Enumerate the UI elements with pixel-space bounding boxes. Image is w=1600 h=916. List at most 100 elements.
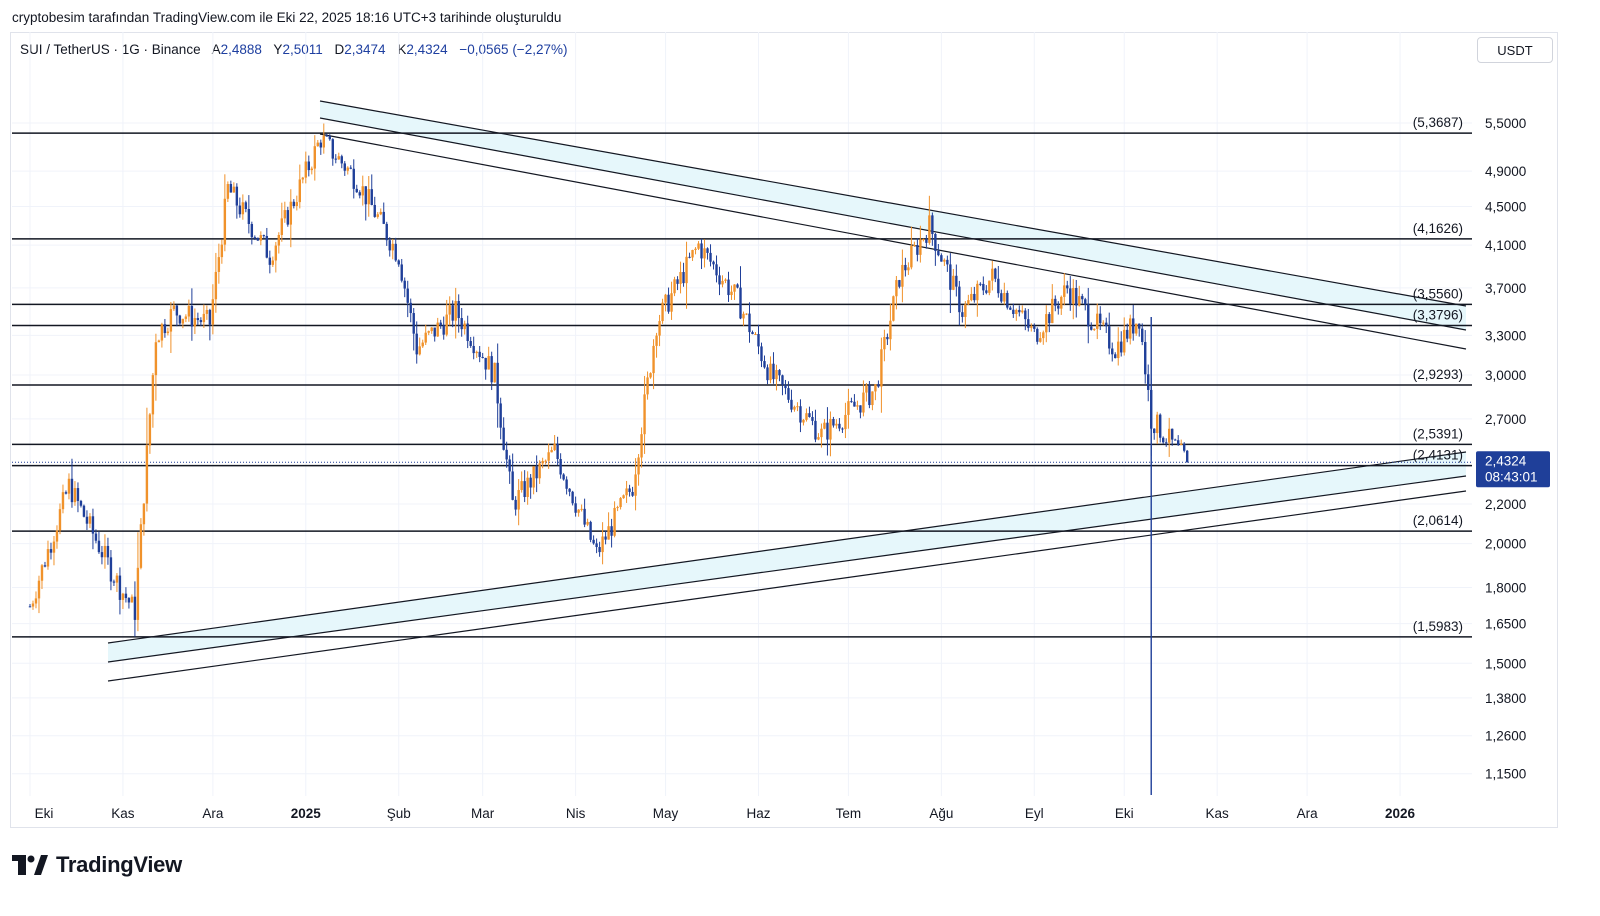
- candle-body: [694, 248, 697, 251]
- candle-body: [130, 596, 134, 603]
- candle-body: [934, 234, 937, 251]
- candle-body: [799, 406, 802, 423]
- candle-body: [487, 356, 490, 370]
- candle-body: [508, 459, 511, 472]
- y-tick-label: 2,7000: [1485, 412, 1526, 427]
- candle-body: [1108, 326, 1111, 349]
- candle-body: [538, 463, 541, 479]
- candle-body: [1042, 332, 1045, 339]
- candle-body: [676, 279, 679, 284]
- x-tick-label: Eki: [1115, 806, 1134, 821]
- candle-body: [148, 414, 152, 446]
- candle-body: [277, 235, 281, 246]
- candle-body: [685, 256, 688, 284]
- candle-body: [637, 457, 640, 475]
- candle-body: [784, 384, 787, 389]
- candle-body: [448, 305, 451, 315]
- candle-body: [517, 490, 520, 510]
- candle-body: [163, 324, 167, 334]
- candle-body: [1021, 310, 1024, 313]
- candle-body: [973, 293, 976, 301]
- candle-body: [346, 167, 349, 171]
- candle-body: [1072, 288, 1075, 304]
- candle-body: [1114, 354, 1117, 359]
- chart-caption: cryptobesim tarafından TradingView.com i…: [12, 10, 562, 25]
- candle-body: [715, 264, 718, 276]
- candle-body: [1057, 305, 1060, 309]
- candle-body: [352, 168, 355, 189]
- candle-body: [337, 156, 340, 160]
- candle-body: [316, 142, 319, 147]
- candle-body: [763, 361, 766, 368]
- candle-body: [670, 293, 673, 312]
- descending-trendline: [319, 133, 1467, 350]
- candle-body: [859, 405, 862, 413]
- candle-body: [883, 336, 886, 350]
- candle-body: [439, 322, 442, 326]
- candle-body: [454, 300, 457, 321]
- candle-body: [985, 290, 988, 293]
- candle-body: [223, 198, 227, 245]
- candle-body: [571, 491, 574, 504]
- candle-body: [61, 492, 65, 510]
- candle-body: [484, 357, 487, 370]
- candle-body: [433, 327, 436, 337]
- candle-body: [268, 257, 272, 265]
- candle-body: [295, 202, 299, 207]
- candle-body: [442, 325, 445, 335]
- candle-body: [940, 255, 943, 262]
- candle-body: [304, 161, 307, 178]
- candle-body: [718, 275, 721, 285]
- candle-body: [307, 161, 310, 171]
- candle-body: [682, 272, 685, 284]
- candle-body: [943, 259, 946, 262]
- candle-body: [577, 509, 580, 513]
- candle-body: [1147, 374, 1150, 390]
- candle-body: [34, 598, 38, 604]
- candle-body: [544, 460, 547, 462]
- candle-body: [877, 384, 880, 387]
- candle-body: [901, 264, 904, 287]
- trend-channels: [107, 100, 1467, 682]
- candle-body: [289, 201, 293, 225]
- candle-body: [610, 526, 613, 536]
- candle-body: [373, 204, 376, 217]
- x-tick-label: Ağu: [929, 806, 953, 821]
- last-price-value: 2,4324: [1485, 453, 1527, 468]
- candle-body: [322, 135, 325, 148]
- candle-body: [523, 481, 526, 498]
- candle-body: [235, 186, 239, 206]
- low-label: D: [334, 42, 345, 57]
- candle-body: [343, 163, 346, 171]
- candle-body: [151, 375, 155, 415]
- candle-body: [1165, 442, 1168, 444]
- y-tick-label: 2,2000: [1485, 497, 1526, 512]
- currency-button[interactable]: USDT: [1477, 37, 1553, 63]
- candle-body: [742, 313, 745, 319]
- change-value: −0,0565 (−2,27%): [459, 42, 568, 57]
- candle-body: [94, 533, 98, 541]
- candle-body: [367, 189, 370, 205]
- candle-body: [1045, 314, 1048, 333]
- candle-body: [397, 260, 400, 265]
- candle-body: [925, 239, 928, 243]
- candle-body: [328, 136, 331, 140]
- candle-body: [733, 284, 736, 292]
- candle-body: [982, 283, 985, 291]
- candle-body: [1069, 288, 1072, 304]
- candle-body: [1185, 450, 1189, 463]
- candle-body: [1129, 318, 1132, 339]
- descending-channel-top-fill: [320, 101, 1466, 330]
- tradingview-logo[interactable]: TradingView: [12, 850, 182, 880]
- candle-body: [994, 268, 997, 279]
- candle-body: [472, 345, 475, 354]
- candle-body: [166, 331, 170, 334]
- symbol-label[interactable]: SUI / TetherUS · 1G · Binance: [20, 42, 201, 57]
- candle-body: [211, 299, 215, 325]
- candle-body: [1054, 298, 1057, 306]
- candle-body: [427, 331, 430, 333]
- candle-body: [601, 536, 604, 553]
- candle-body: [490, 356, 493, 383]
- candle-body: [457, 300, 460, 319]
